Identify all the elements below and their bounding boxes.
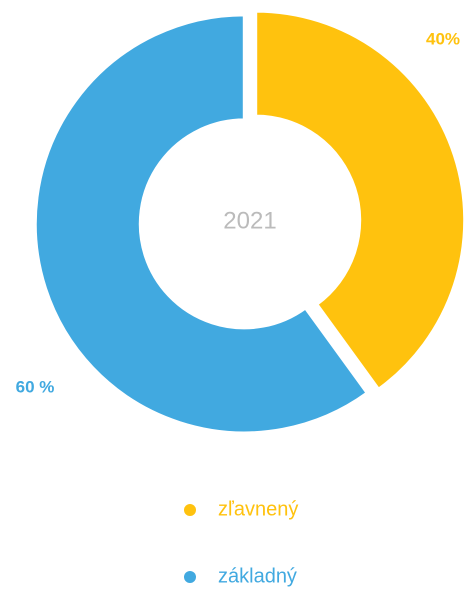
center-label: 2021	[223, 207, 276, 234]
slice	[254, 9, 467, 392]
legend-marker	[184, 571, 196, 583]
legend-marker	[184, 504, 196, 516]
legend-label: zľavnený	[218, 498, 298, 520]
slice	[33, 13, 370, 435]
legend-label: základný	[218, 565, 297, 587]
value-label: 60 %	[16, 377, 55, 396]
value-label: 40%	[426, 29, 460, 48]
